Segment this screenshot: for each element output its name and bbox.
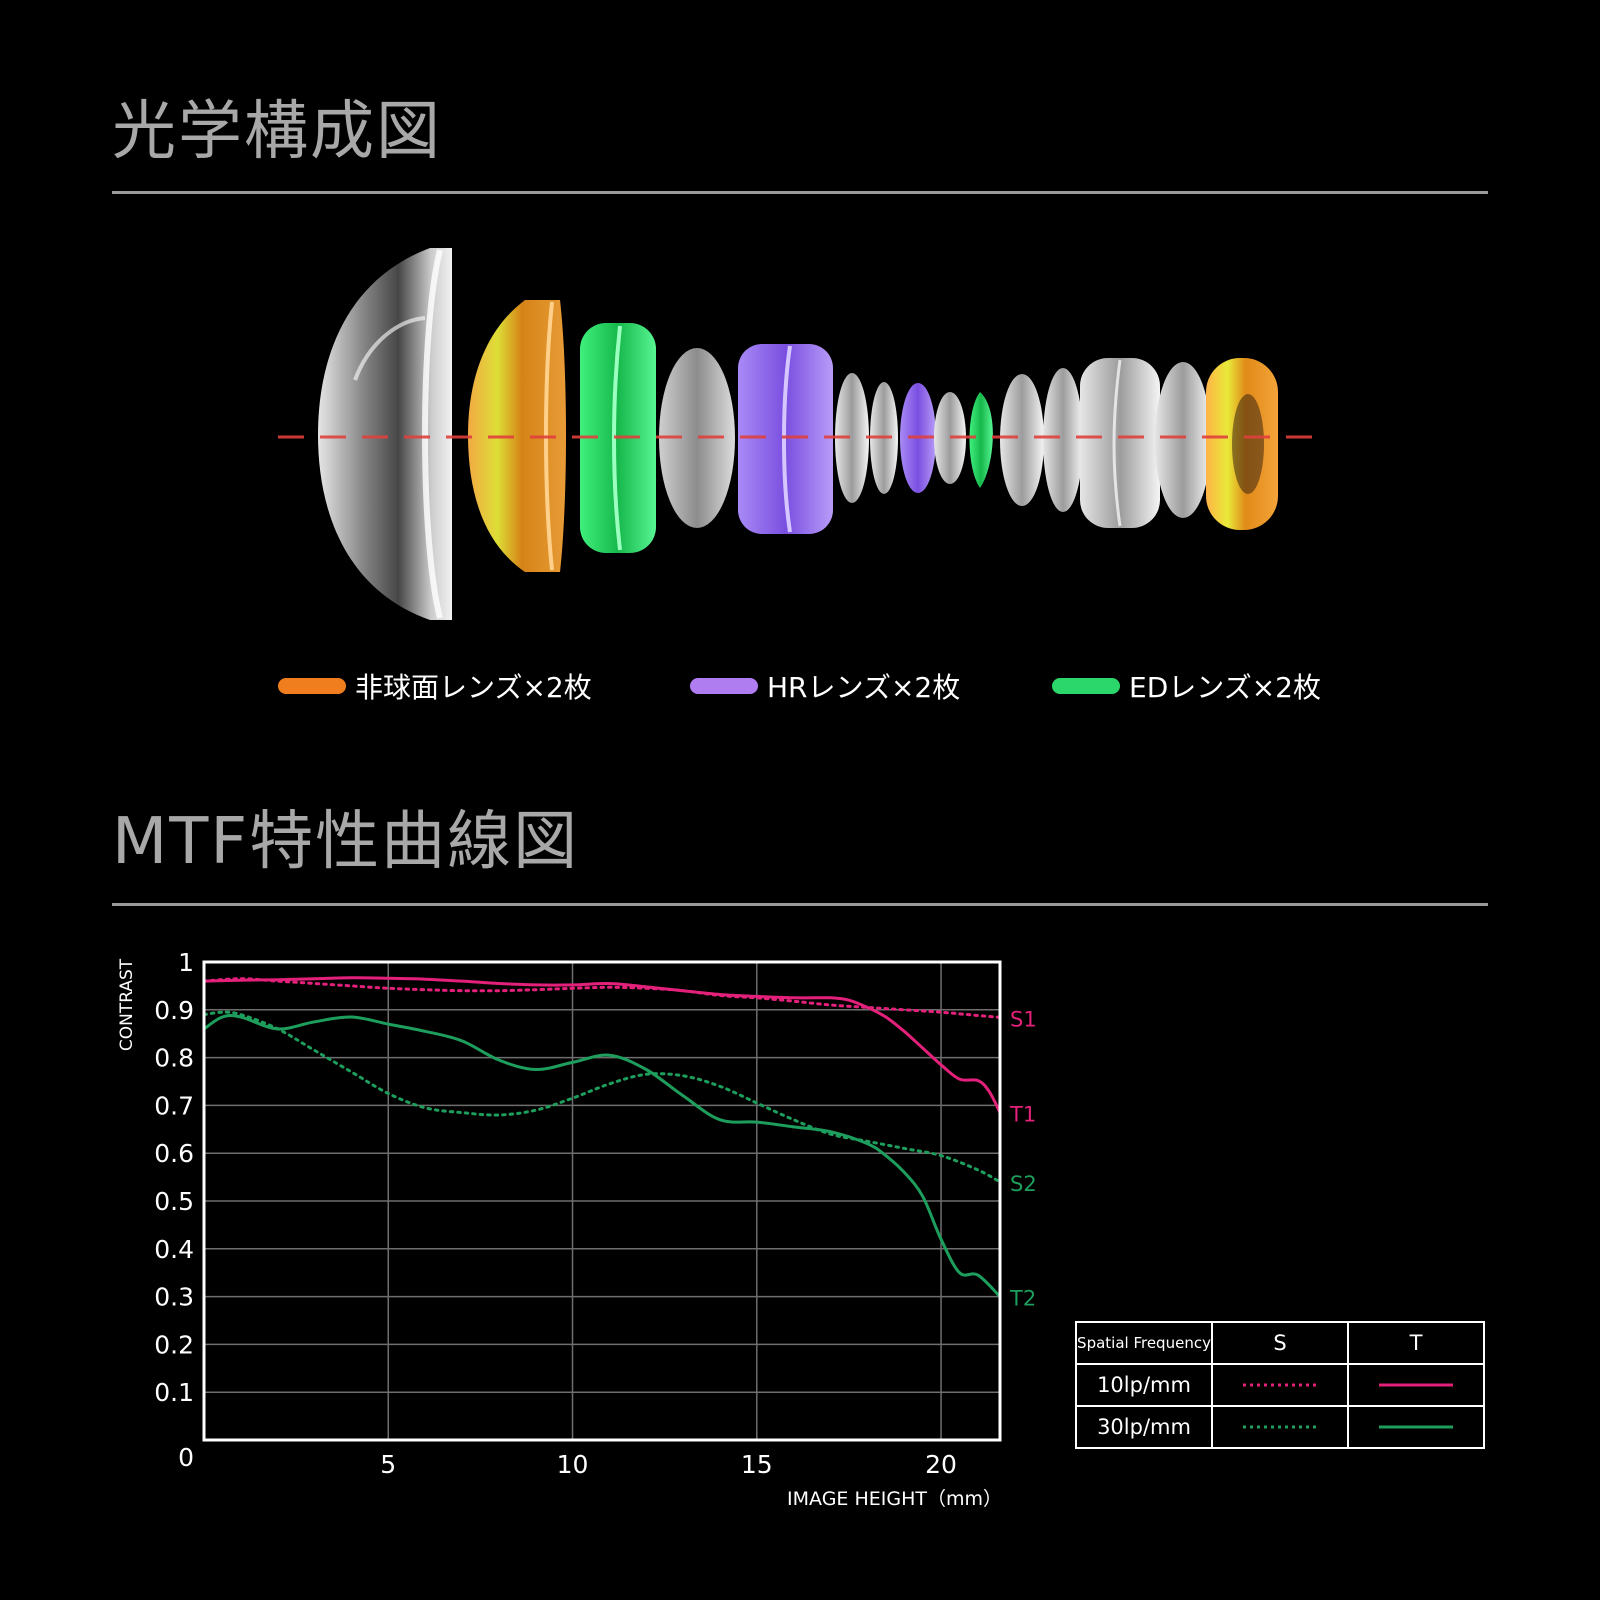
table-header-frequency: Spatial Frequency — [1075, 1321, 1213, 1365]
legend-label: 非球面レンズ×2枚 — [355, 671, 592, 704]
series-line-t1 — [202, 976, 1002, 1115]
y-tick-label: 0.4 — [154, 1235, 194, 1264]
series-end-label: T1 — [1009, 1103, 1036, 1127]
legend-line-t2 — [1347, 1405, 1485, 1449]
legend-label: EDレンズ×2枚 — [1129, 671, 1321, 704]
x-tick-label: 10 — [557, 1450, 589, 1479]
y-tick-label: 0.1 — [154, 1378, 194, 1407]
table-header-t: T — [1347, 1321, 1485, 1365]
optics-title-rule — [112, 191, 1488, 194]
table-row-label: 30lp/mm — [1075, 1405, 1213, 1449]
x-tick-label: 20 — [925, 1450, 957, 1479]
y-tick-label: 0.6 — [154, 1139, 194, 1168]
lens-element-11 — [1000, 374, 1044, 506]
series-end-label: S1 — [1010, 1007, 1037, 1031]
y-tick-label: 0.2 — [154, 1330, 194, 1359]
y-tick-label: 0 — [178, 1443, 194, 1472]
legend-hr: HRレンズ×2枚 — [690, 666, 960, 706]
lens-element-4 — [659, 348, 735, 528]
table-row-label: 10lp/mm — [1075, 1363, 1213, 1407]
legend-ed: EDレンズ×2枚 — [1052, 666, 1321, 706]
y-tick-label: 0.7 — [154, 1091, 194, 1120]
table-header-s: S — [1211, 1321, 1349, 1365]
x-tick-label: 5 — [380, 1450, 396, 1479]
plot-frame — [202, 960, 1002, 1442]
y-tick-label: 0.9 — [154, 996, 194, 1025]
lens-element-15 — [1206, 358, 1278, 530]
legend-swatch-green — [1052, 678, 1120, 694]
legend-label: HRレンズ×2枚 — [767, 671, 961, 704]
lens-element-13 — [1080, 358, 1160, 528]
spatial-frequency-table: Spatial Frequency S T 10lp/mm 30lp/mm — [1075, 1321, 1485, 1449]
legend-aspherical: 非球面レンズ×2枚 — [278, 666, 592, 706]
mtf-title-rule — [112, 903, 1488, 906]
optics-section-title: 光学構成図 — [112, 95, 442, 169]
lens-element-2 — [468, 300, 566, 572]
lens-element-1 — [318, 248, 452, 620]
series-line-s2 — [202, 1010, 1002, 1184]
legend-swatch-orange — [278, 678, 346, 694]
series-end-label: S2 — [1010, 1172, 1037, 1196]
lens-element-14 — [1155, 362, 1211, 518]
y-tick-label: 0.3 — [154, 1283, 194, 1312]
x-tick-label: 15 — [741, 1450, 773, 1479]
series-line-s1 — [202, 977, 1002, 1019]
series-end-label: T2 — [1009, 1287, 1036, 1311]
lens-element-10 — [969, 392, 993, 488]
mtf-section-title: MTF特性曲線図 — [112, 805, 580, 879]
lens-element-5 — [738, 344, 833, 534]
y-tick-label: 0.8 — [154, 1044, 194, 1073]
y-tick-label: 0.5 — [154, 1187, 194, 1216]
legend-line-s2 — [1211, 1405, 1349, 1449]
series-line-t2 — [202, 1014, 1002, 1299]
legend-line-t1 — [1347, 1363, 1485, 1407]
legend-line-s1 — [1211, 1363, 1349, 1407]
lens-diagram — [278, 248, 1312, 620]
legend-swatch-purple — [690, 678, 758, 694]
lens-element-6 — [835, 373, 869, 503]
y-axis-label: CONTRAST — [117, 958, 137, 1051]
x-axis-label: IMAGE HEIGHT（mm） — [787, 1488, 1002, 1510]
y-tick-label: 1 — [178, 948, 194, 977]
lens-element-12 — [1043, 368, 1083, 512]
